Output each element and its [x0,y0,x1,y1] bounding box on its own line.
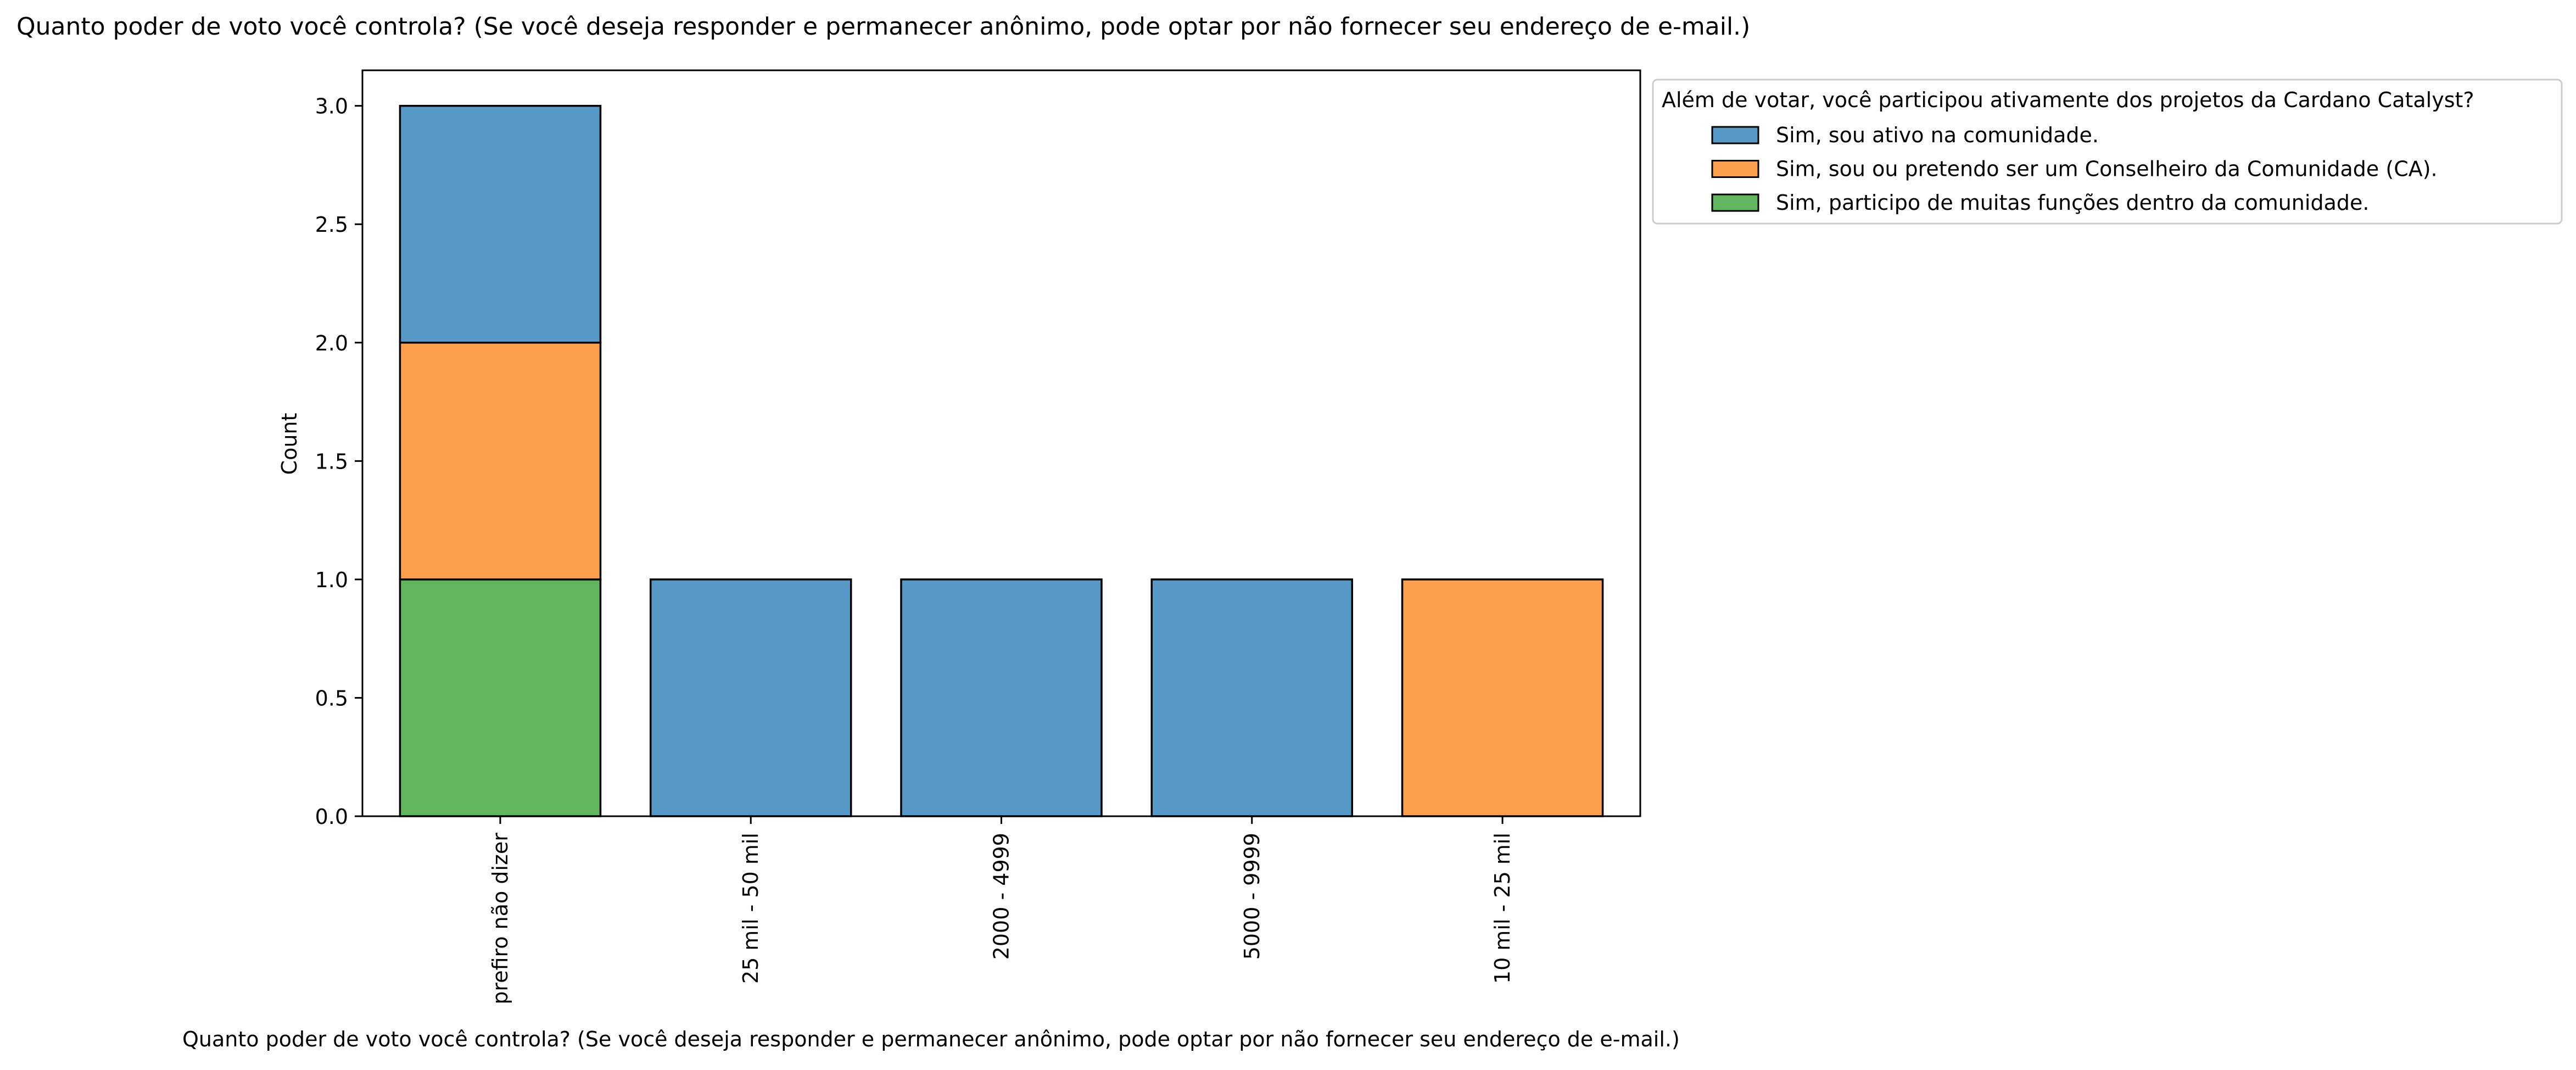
legend-entries: Sim, sou ativo na comunidade. Sim, sou ou… [1711,123,2438,215]
x-tick-label: 5000 - 9999 [1240,833,1264,960]
plot-frame [361,69,1641,817]
legend-swatch [1711,160,1759,178]
bar-segment [900,578,1103,817]
y-tick-label: 2.0 [315,331,348,355]
legend-swatch [1711,193,1759,212]
y-axis-label: Count [277,413,301,475]
legend-label: Sim, participo de muitas funções dentro … [1776,191,2369,215]
legend-swatch [1711,126,1759,144]
y-tick-label: 0.5 [315,686,348,710]
y-tick-label: 0.0 [315,805,348,829]
x-tick-label: 10 mil - 25 mil [1490,833,1515,984]
legend-title: Além de votar, você participou ativament… [1662,88,2474,112]
bars-group [399,104,1604,817]
bar-segment [399,342,602,581]
x-tick-label: 2000 - 4999 [990,833,1014,960]
x-tick-label: prefiro não dizer [488,833,512,1005]
bar-segment [1401,578,1604,817]
y-tick-label: 3.0 [315,94,348,119]
chart-title: Quanto poder de voto você controla? (Se … [16,13,1750,41]
y-axis-ticks: 0.0 0.5 1.0 1.5 2.0 2.5 3.0 [315,94,362,829]
bar-segment [1150,578,1354,817]
bar-segment [399,104,602,344]
x-axis-ticks: prefiro não dizer 25 mil - 50 mil 2000 - 4… [488,816,1515,1005]
legend-label: Sim, sou ou pretendo ser um Conselheiro … [1776,157,2438,181]
x-axis-label: Quanto poder de voto você controla? (Se … [182,1027,1680,1051]
legend-frame [1652,79,2563,225]
legend: Além de votar, você participou ativament… [1652,79,2563,225]
legend-label: Sim, sou ativo na comunidade. [1776,123,2099,147]
bar-segment [399,578,602,817]
y-tick-label: 1.0 [315,568,348,592]
y-tick-label: 1.5 [315,449,348,473]
bar-segment [649,578,852,817]
y-tick-label: 2.5 [315,213,348,237]
x-tick-label: 25 mil - 50 mil [739,833,763,984]
